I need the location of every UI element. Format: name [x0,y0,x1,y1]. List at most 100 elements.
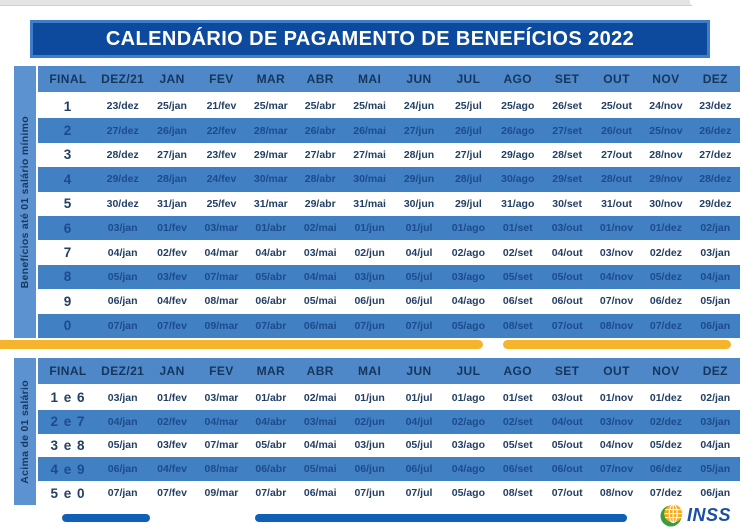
date-cell: 07/dez [649,487,682,500]
date-cell: 06/out [551,463,583,476]
date-cell: 02/set [502,246,533,259]
table-row: 1 23/dez 25/jan 21/fev 25/mar 25/abr 25/mai 24/… [38,94,740,119]
date-cell: 04/nov [599,439,634,452]
date-cell: 31/jan [157,197,187,210]
date-cell: 21/fev [206,100,237,113]
column-header: DEZ/21 [101,364,145,378]
date-cell: 06/jul [405,463,433,476]
date-cell: 07/abr [255,487,287,500]
date-cell: 04/abr [255,415,287,428]
date-cell: 03/nov [599,246,634,259]
column-header: MAI [358,72,382,86]
date-cell: 27/jul [454,148,482,161]
date-cell: 30/ago [501,173,535,186]
final-digit-cell: 4 [63,171,73,187]
date-cell: 07/out [551,319,583,332]
date-cell: 22/fev [206,124,237,137]
date-cell: 03/out [551,222,583,235]
date-cell: 09/mar [204,319,239,332]
date-cell: 05/jan [107,439,138,452]
table-row: 1 e 6 03/jan 01/fev 03/mar 01/abr 02/mai 01/ju… [38,386,740,410]
date-cell: 08/mar [204,463,239,476]
date-cell: 06/jan [107,295,138,308]
date-cell: 04/mar [204,415,239,428]
date-cell: 31/out [601,197,632,210]
table-row: 6 03/jan 01/fev 03/mar 01/abr 02/mai 01/jun 01/… [38,215,740,241]
final-digit-cell: 5 e 0 [50,485,86,501]
date-cell: 23/fev [206,148,237,161]
date-cell: 05/jul [405,270,433,283]
date-cell: 08/nov [599,487,634,500]
date-cell: 26/jan [157,124,187,137]
date-cell: 01/dez [649,222,682,235]
table-row: 3 e 8 05/jan 03/fev 07/mar 05/abr 04/mai 03/ju… [38,433,740,458]
table-row: 2 e 7 04/jan 02/fev 04/mar 04/abr 03/mai 02/ju… [38,409,740,434]
date-cell: 27/jan [157,148,187,161]
inss-logo: INSS [660,502,731,528]
date-cell: 26/out [601,124,632,137]
date-cell: 03/mar [204,391,239,404]
date-cell: 05/mai [303,295,337,308]
table-above-minimum-wage: Acima de 01 salário FINAL DEZ/21 JAN FEV MAR… [14,358,740,505]
date-cell: 05/ago [451,487,485,500]
date-cell: 28/set [552,148,583,161]
date-cell: 29/set [552,173,583,186]
date-cell: 01/set [502,222,533,235]
yellow-divider-left [0,340,483,349]
date-cell: 26/set [552,100,583,113]
header-row: FINAL DEZ/21 JAN FEV MAR ABR MAI JUN JUL AGO SET OU… [38,358,740,384]
date-cell: 25/jul [454,100,482,113]
date-cell: 05/jan [700,463,731,476]
date-cell: 05/out [551,270,583,283]
yellow-divider-right [503,340,731,349]
table-row: 5 e 0 07/jan 07/fev 09/mar 07/abr 06/mai 07/ju… [38,481,740,505]
date-cell: 02/mai [303,391,337,404]
date-cell: 01/dez [649,391,682,404]
date-cell: 05/abr [255,270,287,283]
date-cell: 05/mai [303,463,337,476]
date-cell: 03/mai [303,246,337,259]
table-row: 5 30/dez 31/jan 25/fev 31/mar 29/abr 31/mai 30/… [38,191,740,216]
date-cell: 01/set [502,391,533,404]
date-cell: 05/ago [451,319,485,332]
final-digit-cell: 0 [63,318,73,334]
inss-logo-text: INSS [687,504,732,525]
date-cell: 06/jul [405,295,433,308]
date-cell: 05/out [551,439,583,452]
date-cell: 02/jun [354,246,385,259]
date-cell: 28/nov [649,148,683,161]
footer-bar-left [62,514,150,522]
date-cell: 06/jan [107,463,138,476]
date-cell: 29/ago [501,148,535,161]
date-cell: 05/abr [255,439,287,452]
date-cell: 01/ago [451,222,485,235]
date-cell: 27/jun [403,124,435,137]
date-cell: 01/nov [599,222,634,235]
column-header: FEV [209,364,234,378]
column-header: JUN [406,72,432,86]
date-cell: 07/nov [599,463,634,476]
date-cell: 06/set [502,295,533,308]
date-cell: 29/abr [304,197,336,210]
date-cell: 04/jan [700,439,731,452]
date-cell: 03/ago [451,439,485,452]
date-cell: 27/out [601,148,632,161]
date-cell: 28/out [601,173,632,186]
date-cell: 03/jan [700,415,731,428]
date-cell: 29/nov [649,173,683,186]
side-label-above-minimum: Acima de 01 salário [14,358,36,505]
final-digit-cell: 5 [63,196,73,212]
date-cell: 31/mar [253,197,288,210]
date-cell: 07/jan [107,319,138,332]
date-cell: 05/dez [649,270,682,283]
final-digit-cell: 8 [63,269,73,285]
column-header: MAR [256,364,286,378]
date-cell: 30/jun [403,197,435,210]
date-cell: 08/set [502,319,533,332]
date-cell: 04/out [551,246,583,259]
final-digit-cell: 9 [63,293,73,309]
date-cell: 04/nov [599,270,634,283]
date-cell: 08/nov [599,319,634,332]
date-cell: 03/fev [157,439,187,452]
date-cell: 02/dez [649,246,682,259]
